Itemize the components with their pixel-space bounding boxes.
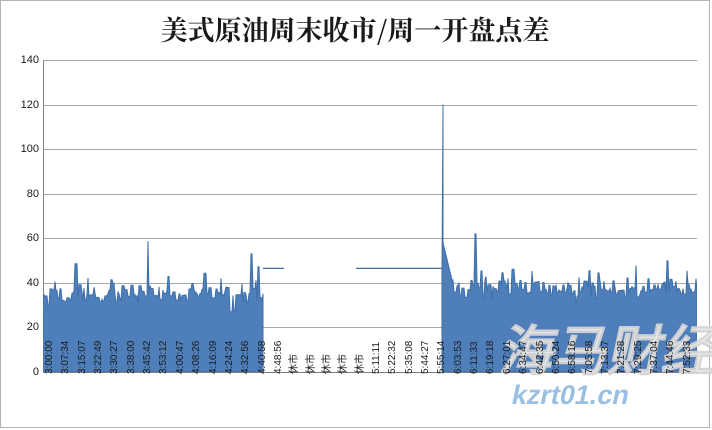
svg-text:kzrt01.cn: kzrt01.cn [509,379,633,410]
